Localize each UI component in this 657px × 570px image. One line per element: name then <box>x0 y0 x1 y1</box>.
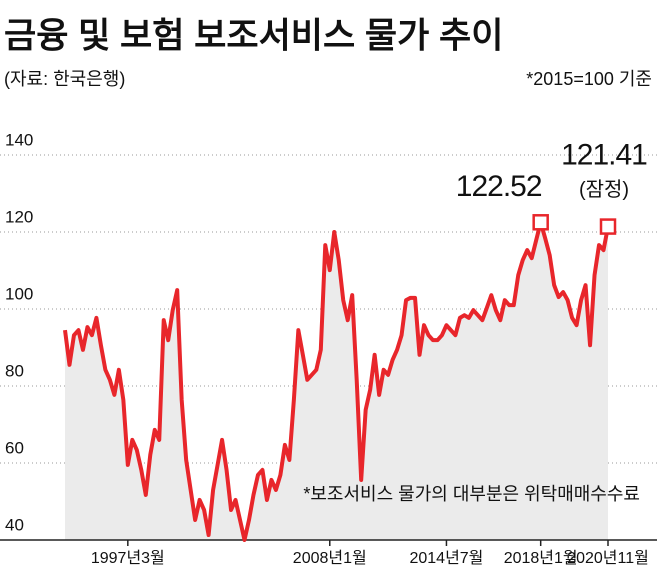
x-tick-label: 2008년1월 <box>293 549 367 567</box>
y-tick-label: 100 <box>5 284 33 303</box>
annotation: (잠정) <box>579 178 629 201</box>
footnote: *보조서비스 물가의 대부분은 위탁매매수수료 <box>303 484 640 504</box>
x-tick-label: 2014년7월 <box>409 549 483 567</box>
value-label: 122.52 <box>456 170 542 203</box>
y-tick-label: 40 <box>5 515 24 534</box>
chart-title: 금융 및 보험 보조서비스 물가 추이 <box>4 16 503 55</box>
x-tick-label: 2020년11월 <box>567 549 649 567</box>
y-tick-label: 80 <box>5 361 24 380</box>
highlight-marker <box>599 218 617 235</box>
x-tick-label: 1997년3월 <box>91 549 165 567</box>
area <box>65 222 608 540</box>
y-tick-label: 140 <box>5 130 33 149</box>
x-tick-label: 2018년1월 <box>504 549 578 567</box>
y-tick-label: 120 <box>5 207 33 226</box>
highlight-marker <box>532 214 549 231</box>
line <box>63 220 610 542</box>
source: (자료: 한국은행) <box>4 69 125 89</box>
subtitle: *2015=100 기준 <box>526 69 652 89</box>
y-tick-label: 60 <box>5 438 24 457</box>
value-label: 121.41 <box>561 138 647 171</box>
